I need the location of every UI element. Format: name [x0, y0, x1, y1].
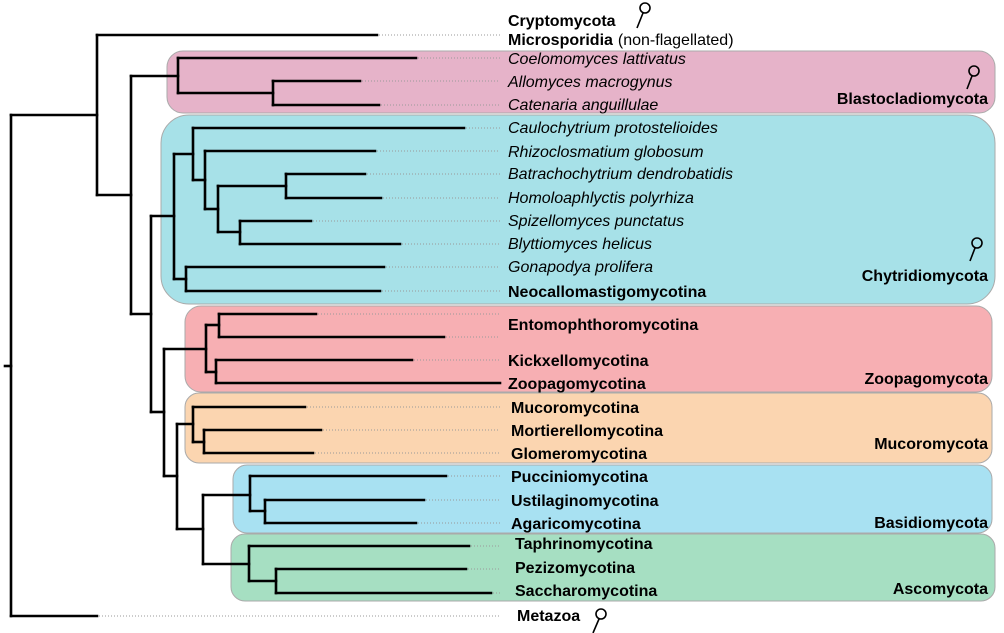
- clade-label-basidiomycota: Basidiomycota: [874, 515, 988, 532]
- leaf-label: Neocallomastigomycotina: [508, 284, 706, 301]
- leaf-label: Agaricomycotina: [511, 516, 641, 533]
- leaf-label: Pezizomycotina: [515, 560, 635, 577]
- leaf-label: Spizellomyces punctatus: [508, 213, 684, 230]
- clade-box-blastocladiomycota: [166, 50, 996, 114]
- leaf-label: Batrachochytrium dendrobatidis: [508, 166, 733, 183]
- leaf-label: Allomyces macrogynus: [507, 74, 673, 91]
- leaf-label: Zoopagomycotina: [508, 376, 646, 393]
- clade-box-ascomycota: [230, 533, 996, 602]
- leaf-label: Metazoa: [517, 608, 580, 625]
- flagellated-spore-icon: [592, 608, 607, 633]
- leaf-label: Gonapodya prolifera: [508, 259, 653, 276]
- leaf-label: Blyttiomyces helicus: [508, 236, 652, 253]
- clade-label-mucoromycota: Mucoromycota: [874, 436, 988, 453]
- leaf-label-name: Microsporidia: [508, 32, 613, 49]
- clade-label-blastocladiomycota: Blastocladiomycota: [837, 91, 988, 108]
- leaf-label: Mucoromycotina: [511, 400, 639, 417]
- clade-box-basidiomycota: [232, 464, 993, 534]
- clade-label-chytridiomycota: Chytridiomycota: [862, 268, 988, 285]
- leaf-label: Kickxellomycotina: [508, 353, 649, 370]
- flagellated-spore-icon: [636, 2, 651, 29]
- clade-label-zoopagomycota: Zoopagomycota: [864, 371, 988, 388]
- leaf-label: Ustilaginomycotina: [511, 493, 659, 510]
- flagellated-spore-icon: [969, 237, 983, 262]
- clade-box-mucoromycota: [184, 392, 993, 464]
- leaf-label: Cryptomycota: [508, 13, 616, 30]
- leaf-label: Entomophthoromycotina: [508, 317, 698, 334]
- leaf-label: Rhizoclosmatium globosum: [508, 144, 704, 161]
- leaf-label: Microsporidia (non-flagellated): [508, 32, 734, 49]
- leaf-label: Homoloaphlyctis polyrhiza: [508, 190, 694, 207]
- leaf-label: Saccharomycotina: [515, 583, 657, 600]
- leaf-label: Pucciniomycotina: [511, 469, 648, 486]
- leaf-label: Mortierellomycotina: [511, 423, 663, 440]
- clade-label-ascomycota: Ascomycota: [893, 581, 988, 598]
- leaf-label: Caulochytrium protostelioides: [508, 120, 718, 137]
- flagellated-spore-icon: [966, 65, 980, 90]
- leaf-label: Coelomomyces lattivatus: [508, 51, 686, 68]
- leaf-label: Glomeromycotina: [511, 446, 647, 463]
- clade-box-chytridiomycota: [160, 114, 996, 305]
- leaf-label-note: (non-flagellated): [618, 32, 734, 49]
- leaf-label: Catenaria anguillulae: [508, 97, 658, 114]
- leaf-label: Taphrinomycotina: [515, 536, 653, 553]
